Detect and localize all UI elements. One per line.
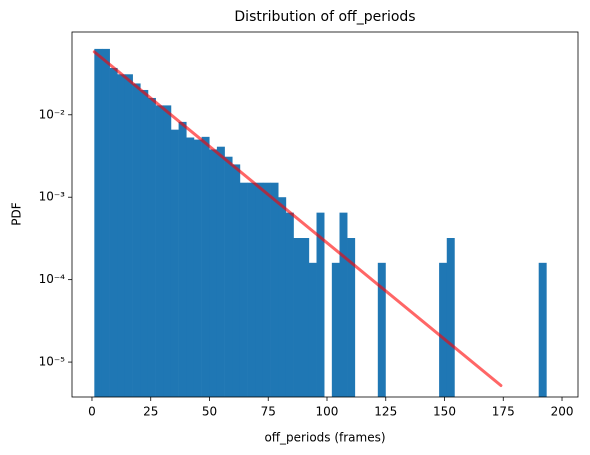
bar — [193, 139, 202, 397]
bar — [262, 182, 271, 397]
bar — [446, 238, 455, 397]
bar — [301, 238, 310, 397]
bar — [247, 182, 256, 397]
chart-title: Distribution of off_periods — [234, 9, 415, 25]
x-tick-label: 25 — [143, 405, 158, 419]
y-tick-label: 10⁻³ — [39, 190, 66, 204]
bar — [538, 262, 547, 397]
bar — [101, 48, 110, 398]
bar — [163, 105, 172, 398]
bar — [124, 74, 133, 398]
y-tick-label: 10⁻⁵ — [39, 355, 66, 369]
x-tick-label: 200 — [551, 405, 574, 419]
bar — [94, 48, 103, 398]
bar — [109, 67, 118, 398]
bar — [239, 182, 248, 397]
bar — [339, 212, 348, 397]
bar — [178, 121, 187, 397]
bar — [377, 262, 386, 397]
y-tick-label: 10⁻⁴ — [39, 272, 66, 286]
x-tick-label: 175 — [492, 405, 515, 419]
plot-frame — [71, 31, 579, 398]
x-tick-label: 75 — [261, 405, 276, 419]
y-tick-label: 10⁻² — [39, 107, 66, 121]
bar — [216, 146, 225, 397]
bar — [331, 262, 340, 397]
bar — [293, 238, 302, 397]
bar — [308, 262, 317, 397]
bar — [209, 149, 218, 397]
x-tick-label: 150 — [433, 405, 456, 419]
x-tick-label: 50 — [202, 405, 217, 419]
bar — [270, 182, 279, 397]
x-tick-label: 0 — [88, 405, 96, 419]
bar — [439, 262, 448, 397]
x-axis-label: off_periods (frames) — [264, 431, 385, 445]
bar — [347, 238, 356, 397]
bar — [117, 74, 126, 398]
bar — [147, 97, 156, 398]
bar — [316, 212, 325, 397]
bar — [140, 89, 149, 397]
fit-line — [92, 50, 503, 387]
bar — [186, 137, 195, 397]
bar — [255, 182, 264, 397]
bar — [132, 83, 141, 398]
bar — [285, 212, 294, 397]
y-axis-label: PDF — [10, 202, 24, 225]
bar — [155, 105, 164, 398]
bar — [201, 136, 210, 397]
x-tick-label: 100 — [316, 405, 339, 419]
bar — [170, 129, 179, 398]
x-tick-label: 125 — [374, 405, 397, 419]
bar — [278, 197, 287, 397]
bar — [224, 156, 233, 397]
bar — [232, 164, 241, 397]
